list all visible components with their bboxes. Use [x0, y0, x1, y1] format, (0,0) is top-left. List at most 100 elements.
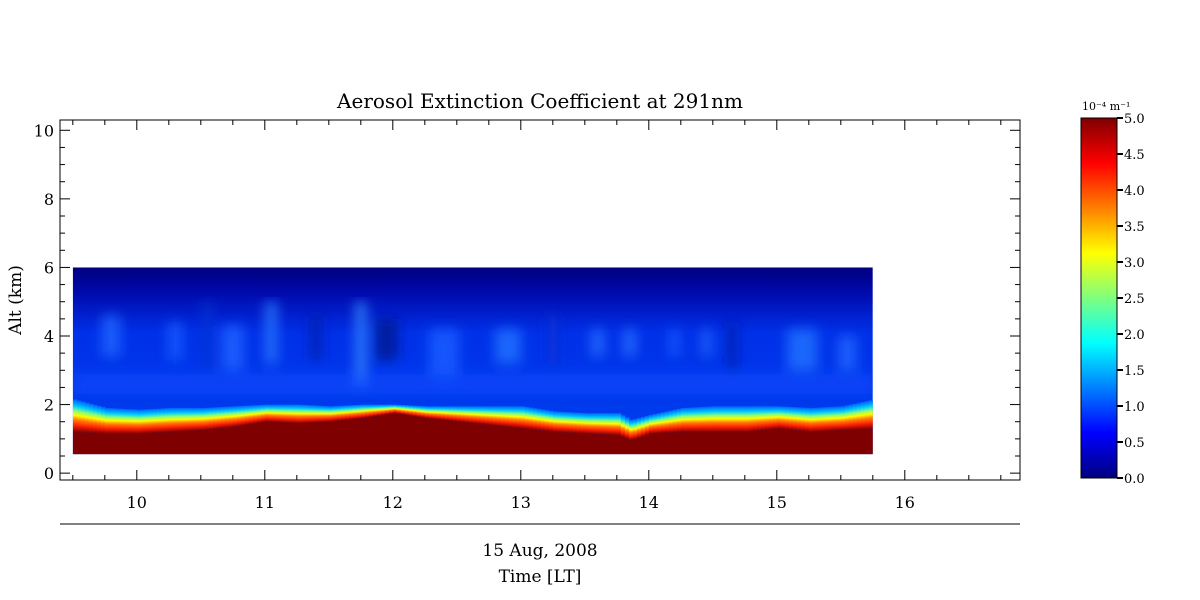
saturated-layer-column [736, 432, 742, 455]
saturated-layer-column [480, 424, 486, 455]
saturated-layer-column [628, 440, 634, 455]
boundary-layer-column [752, 406, 758, 432]
saturated-layer-column [248, 424, 254, 455]
saturated-layer-column [812, 431, 818, 455]
colorbar-tick-label: 2.5 [1124, 292, 1145, 307]
boundary-layer-column [484, 406, 490, 425]
boundary-layer-column [824, 407, 830, 432]
boundary-layer-column [804, 407, 810, 432]
boundary-layer-column [816, 407, 822, 432]
saturated-layer-column [412, 416, 418, 455]
boundary-layer-column [572, 412, 578, 434]
boundary-layer-column [260, 404, 266, 423]
saturated-layer-column [548, 431, 554, 455]
saturated-layer-column [616, 435, 622, 455]
boundary-layer-column [104, 408, 110, 434]
saturated-layer-column [216, 428, 222, 455]
saturated-layer-column [856, 429, 862, 455]
saturated-layer-column [620, 437, 626, 455]
boundary-layer-column [620, 415, 626, 438]
boundary-layer-column [444, 406, 450, 421]
saturated-layer-column [668, 432, 674, 455]
saturated-layer-column [212, 429, 218, 455]
x-tick-label: 11 [255, 493, 275, 512]
y-axis: 0 2 4 6 8 10 [34, 121, 1020, 483]
x-tick-label: 16 [895, 493, 915, 512]
boundary-layer-column [188, 408, 194, 431]
colorbar-tick-label: 3.5 [1124, 220, 1145, 235]
boundary-layer-column [776, 406, 782, 429]
saturated-layer-column [312, 422, 318, 455]
saturated-layer-column [112, 433, 118, 455]
saturated-layer-column [844, 430, 850, 455]
saturated-layer-column [464, 422, 470, 455]
saturated-layer-column [524, 429, 530, 455]
saturated-layer-column [660, 433, 666, 455]
saturated-layer-column [324, 421, 330, 455]
saturated-layer-column [676, 432, 682, 455]
boundary-layer-column [732, 406, 738, 432]
saturated-layer-column [612, 435, 618, 455]
boundary-layer-column [108, 408, 114, 434]
saturated-layer-column [512, 427, 518, 455]
saturated-layer-column [500, 426, 506, 455]
boundary-layer-column [312, 405, 318, 423]
boundary-layer-column [256, 405, 262, 423]
boundary-layer-column [192, 408, 198, 431]
saturated-layer-column [704, 432, 710, 455]
saturated-layer-column [756, 430, 762, 455]
saturated-layer-column [140, 433, 146, 455]
boundary-layer-column [448, 406, 454, 421]
boundary-layer-column [660, 412, 666, 434]
boundary-layer-column [836, 406, 842, 431]
colorbar-tick-label: 4.5 [1124, 148, 1145, 163]
date-label: 15 Aug, 2008 [482, 541, 597, 561]
saturated-layer-column [740, 432, 746, 455]
boundary-layer-column [588, 413, 594, 434]
saturated-layer-column [784, 429, 790, 455]
boundary-layer-column [672, 409, 678, 433]
boundary-layer-column [840, 406, 846, 431]
boundary-layer-column [800, 407, 806, 432]
y-tick-label: 10 [34, 121, 54, 140]
boundary-layer-column [528, 407, 534, 430]
boundary-layer-column [240, 405, 246, 426]
saturated-layer-column [484, 424, 490, 455]
boundary-layer-column [124, 409, 130, 434]
boundary-layer-column [268, 404, 274, 422]
saturated-layer-column [116, 433, 122, 455]
saturated-layer-column [128, 433, 134, 455]
saturated-layer-column [752, 431, 758, 455]
saturated-layer-column [252, 423, 258, 455]
saturated-layer-column [124, 433, 130, 455]
boundary-layer-column [708, 406, 714, 432]
boundary-layer-column [464, 406, 470, 423]
boundary-layer-column [396, 404, 402, 414]
boundary-layer-column [520, 406, 526, 429]
boundary-layer-column [88, 403, 94, 433]
boundary-layer-column [680, 408, 686, 432]
boundary-layer-column [440, 406, 446, 420]
saturated-layer-column [600, 434, 606, 455]
saturated-layer-column [176, 431, 182, 455]
y-tick-label: 0 [44, 464, 54, 483]
boundary-layer-column [160, 408, 166, 433]
saturated-layer-column [556, 432, 562, 455]
saturated-layer-column [848, 429, 854, 455]
saturated-layer-column [392, 413, 398, 455]
boundary-layer-column [636, 418, 642, 438]
boundary-layer-column [148, 409, 154, 434]
saturated-layer-column [88, 432, 94, 455]
boundary-layer-column [304, 405, 310, 423]
saturated-layer-column [560, 432, 566, 455]
saturated-layer-column [208, 429, 214, 455]
saturated-layer-column [360, 418, 366, 455]
boundary-layer-column [224, 406, 230, 428]
saturated-layer-column [256, 423, 262, 455]
boundary-layer-column [360, 404, 366, 419]
saturated-layer-column [348, 419, 354, 455]
boundary-layer-column [164, 408, 170, 433]
saturated-layer-column [632, 439, 638, 455]
saturated-layer-column [824, 431, 830, 455]
boundary-layer-column [80, 401, 86, 433]
